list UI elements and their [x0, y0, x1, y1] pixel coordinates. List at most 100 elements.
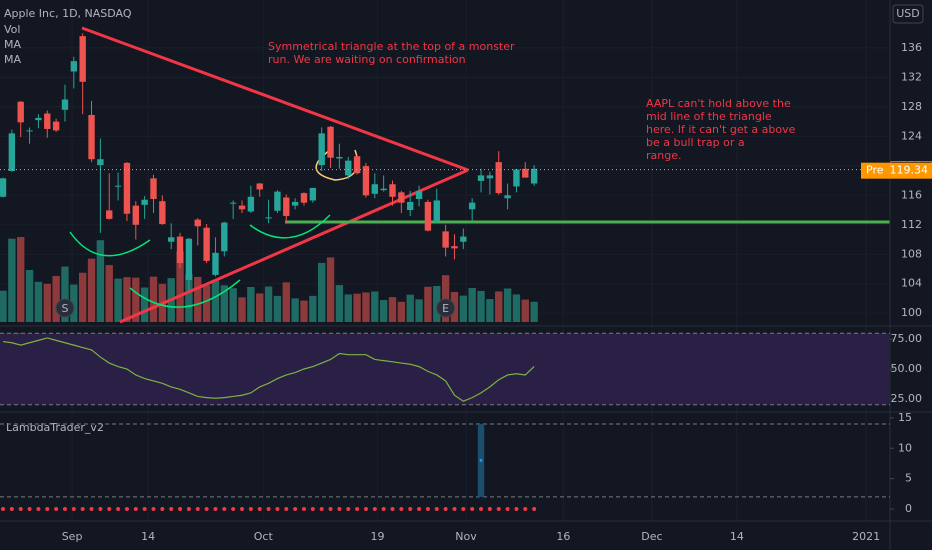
y-tick-label: 112	[901, 218, 922, 231]
candle-body	[168, 237, 175, 242]
signal-dot	[399, 507, 404, 512]
volume-bar	[477, 290, 485, 322]
drawing-arc	[249, 214, 331, 239]
currency-box[interactable]	[892, 4, 924, 24]
volume-bar	[300, 300, 308, 322]
signal-dot	[80, 507, 85, 512]
volume-bar	[87, 258, 96, 322]
y-tick-label: 0	[905, 502, 912, 515]
volume-bar	[415, 299, 423, 322]
candle-body	[17, 101, 24, 123]
volume-bar	[309, 295, 317, 322]
volume-bar	[379, 300, 388, 322]
volume-bar	[185, 273, 193, 322]
candle-body	[415, 190, 423, 199]
signal-dot	[27, 507, 32, 512]
volume-bar	[486, 299, 494, 322]
signal-dot	[248, 507, 253, 512]
candle-body	[442, 231, 449, 248]
annotation: here. If it can't get a above	[646, 123, 796, 136]
volume-bar	[8, 238, 16, 322]
volume-bar	[96, 240, 105, 322]
volume-bar	[397, 301, 406, 322]
signal-dot	[434, 507, 439, 512]
volume-bar	[264, 286, 273, 322]
volume-bar	[282, 282, 290, 322]
signal-dot	[222, 507, 227, 512]
signal-dot	[293, 507, 298, 512]
y-tick-label: 108	[901, 247, 922, 260]
panel-title: LambdaTrader_v2	[6, 421, 104, 434]
signal-dot	[514, 507, 519, 512]
candle-body	[407, 201, 414, 211]
annotation: range.	[646, 149, 681, 162]
signal-dot	[461, 507, 466, 512]
candle-body	[61, 99, 69, 110]
volume-bar	[344, 294, 352, 322]
mfi-band	[0, 333, 890, 405]
candle-body	[451, 246, 458, 249]
signal-dot	[381, 507, 386, 512]
signal-dot	[213, 507, 218, 512]
candle-body	[238, 205, 246, 210]
currency[interactable]: USD	[896, 7, 920, 20]
signal-dot	[487, 507, 492, 512]
signal-dot	[142, 507, 147, 512]
candle-body	[495, 162, 502, 194]
x-tick-label: Sep	[62, 530, 83, 543]
candle-body	[522, 168, 529, 178]
candle-body	[212, 252, 219, 275]
candle-body	[194, 219, 201, 227]
signal-dot	[204, 507, 209, 512]
candle-body	[185, 238, 193, 281]
signal-dot	[133, 507, 138, 512]
signal-dot	[36, 507, 41, 512]
candle-body	[274, 191, 281, 211]
signal-dot	[266, 507, 271, 512]
signal-dot	[523, 507, 528, 512]
volume-bar	[238, 297, 246, 322]
signal-dot	[452, 507, 457, 512]
volume-bar	[176, 251, 184, 322]
candle-body	[309, 187, 317, 201]
y-tick-label: 132	[901, 70, 922, 83]
y-tick-label: 75.00	[891, 332, 923, 345]
candle-body	[52, 121, 60, 131]
candle-body	[79, 36, 86, 82]
candle-body	[504, 195, 511, 199]
volume-bar	[362, 292, 370, 322]
signal-dot	[337, 507, 342, 512]
signal-dot	[151, 507, 156, 512]
signal-dot	[160, 507, 165, 512]
volume-bar	[34, 281, 43, 322]
indicator-label: Vol	[4, 23, 20, 36]
pre-market-label: Pre	[866, 164, 884, 177]
signal-dot	[408, 507, 413, 512]
volume-bar	[140, 287, 149, 322]
x-tick-label: Nov	[455, 530, 477, 543]
volume-bar	[326, 257, 335, 322]
candle-body	[398, 192, 405, 203]
volume-bar	[503, 288, 512, 322]
candle-body	[44, 113, 51, 129]
y-tick-label: 124	[901, 129, 922, 142]
signal-dot	[532, 507, 537, 512]
volume-bar	[433, 286, 441, 322]
candle-body	[88, 114, 95, 160]
signal-dot	[390, 507, 395, 512]
volume-bar	[25, 270, 34, 322]
signal-dot	[275, 507, 280, 512]
symbol-title: Apple Inc, 1D, NASDAQ	[4, 7, 132, 20]
volume-bar	[229, 288, 237, 322]
signal-dot	[71, 507, 76, 512]
candle-body	[371, 184, 378, 194]
candle-body	[123, 162, 131, 214]
candle-body	[221, 222, 228, 252]
signal-dot	[355, 507, 360, 512]
signal-dot	[98, 507, 103, 512]
volume-bar	[256, 293, 264, 322]
candle-body	[265, 217, 272, 219]
mfi-line	[2, 337, 535, 402]
volume-bar	[78, 272, 87, 322]
